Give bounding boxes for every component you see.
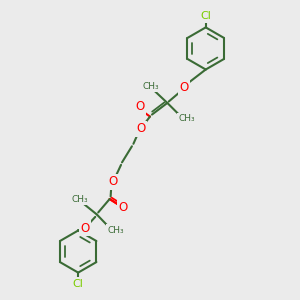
Text: O: O [179, 81, 189, 94]
Text: Cl: Cl [73, 279, 84, 289]
Text: O: O [108, 175, 118, 188]
Text: CH₃: CH₃ [107, 226, 124, 235]
Text: CH₃: CH₃ [72, 194, 88, 203]
Text: O: O [80, 221, 89, 235]
Text: O: O [136, 122, 146, 135]
Text: O: O [118, 201, 128, 214]
Text: CH₃: CH₃ [142, 82, 159, 91]
Text: Cl: Cl [200, 11, 211, 21]
Text: CH₃: CH₃ [178, 114, 195, 123]
Text: O: O [135, 100, 144, 113]
